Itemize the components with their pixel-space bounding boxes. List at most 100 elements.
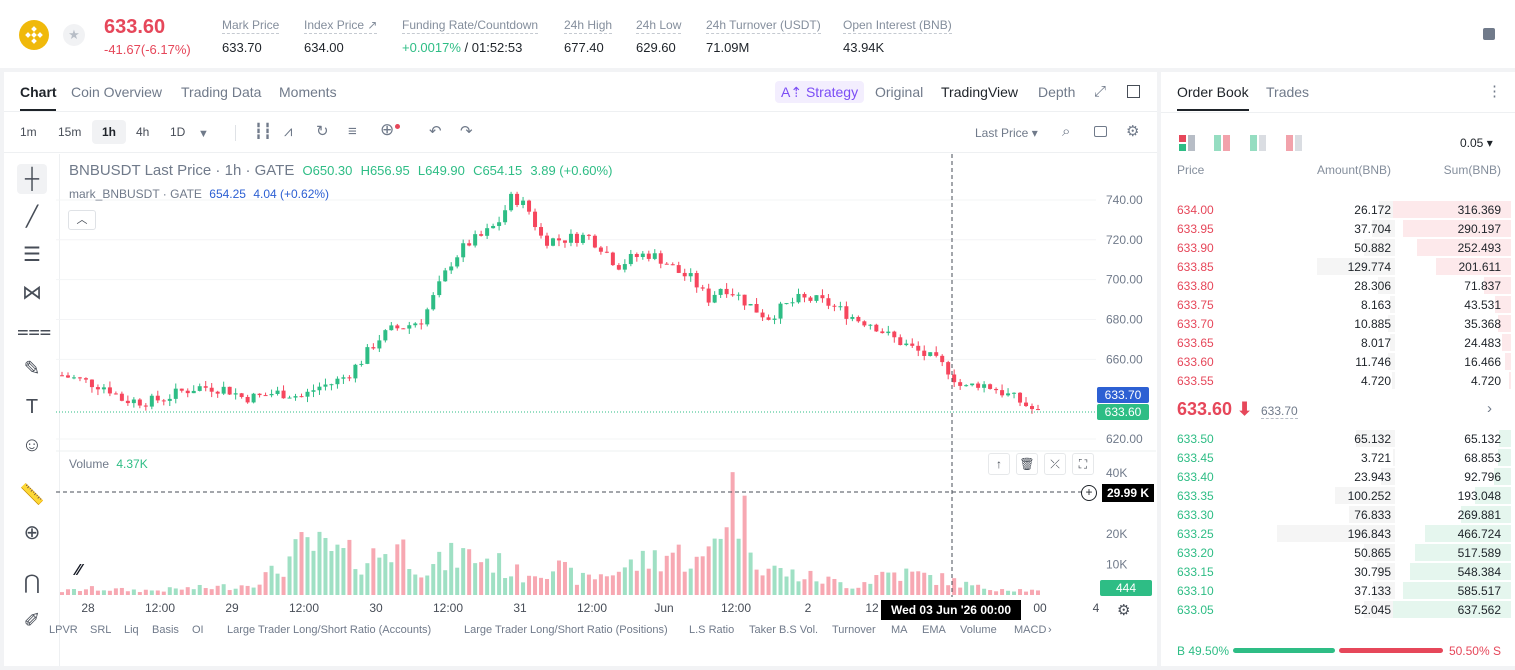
- candle-type-icon[interactable]: ┇┇: [254, 123, 273, 140]
- delete-icon[interactable]: 🗑: [1016, 453, 1038, 475]
- sum-depth-bar: [1415, 544, 1511, 561]
- indicator-oi[interactable]: OI: [192, 624, 204, 636]
- view-original[interactable]: Original: [875, 84, 924, 100]
- precision-dropdown[interactable]: 0.05 ▾: [1460, 136, 1493, 150]
- ruler-icon[interactable]: 📏: [19, 484, 45, 506]
- favorite-star-icon[interactable]: ★: [63, 24, 85, 46]
- add-alert-icon[interactable]: +: [1081, 485, 1097, 501]
- indicator-srl[interactable]: SRL: [90, 624, 112, 636]
- ask-row[interactable]: 633.85 129.774 201.611: [1161, 257, 1515, 276]
- bid-row[interactable]: 633.35 100.252 193.048: [1161, 486, 1515, 505]
- bid-row[interactable]: 633.50 65.132 65.132: [1161, 429, 1515, 448]
- axis-settings-icon[interactable]: ⚙: [1117, 602, 1131, 619]
- price-type-dropdown[interactable]: Last Price ▾: [975, 126, 1038, 140]
- layout-both-icon[interactable]: [1179, 135, 1195, 151]
- indicators-icon[interactable]: ⩘: [284, 123, 293, 140]
- layout-asks-icon[interactable]: [1286, 135, 1302, 151]
- pattern-icon[interactable]: ⋈: [22, 282, 42, 304]
- ask-row[interactable]: 633.90 50.882 252.493: [1161, 238, 1515, 257]
- emoji-icon[interactable]: ☺: [21, 434, 43, 456]
- templates-icon[interactable]: ≡: [348, 123, 357, 140]
- ask-row[interactable]: 634.00 26.172 316.369: [1161, 200, 1515, 219]
- view-tradingview[interactable]: TradingView: [941, 84, 1019, 100]
- horizontal-lines-icon[interactable]: ☰: [23, 244, 41, 266]
- maximize-pane-icon[interactable]: ⛶: [1072, 453, 1094, 475]
- fib-icon[interactable]: ⩶: [17, 320, 52, 342]
- brush-icon[interactable]: ✎: [23, 358, 41, 380]
- layout-bids-icon[interactable]: [1250, 135, 1266, 151]
- move-up-icon[interactable]: ↑: [988, 453, 1010, 475]
- indicator-ema[interactable]: EMA: [922, 624, 946, 636]
- undo-icon[interactable]: ↶: [429, 123, 442, 140]
- camera-icon[interactable]: [1094, 126, 1107, 137]
- indicator-ma[interactable]: MA: [891, 624, 908, 636]
- indicator-turnover[interactable]: Turnover: [832, 624, 876, 636]
- candle-body: [197, 386, 202, 391]
- more-options-icon[interactable]: ⋮: [1487, 83, 1502, 100]
- bid-row[interactable]: 633.10 37.133 585.517: [1161, 581, 1515, 600]
- tab-coin-overview[interactable]: Coin Overview: [71, 84, 163, 100]
- timeframe-4h[interactable]: 4h: [136, 125, 150, 139]
- ask-row[interactable]: 633.95 37.704 290.197: [1161, 219, 1515, 238]
- bid-row[interactable]: 633.45 3.721 68.853: [1161, 448, 1515, 467]
- expand-icon[interactable]: ⤢: [1094, 83, 1107, 100]
- text-tool-icon[interactable]: T: [25, 396, 39, 418]
- bid-row[interactable]: 633.20 50.865 517.589: [1161, 543, 1515, 562]
- indicator-large-trader-long-short-ratio-positions-[interactable]: Large Trader Long/Short Ratio (Positions…: [464, 624, 668, 636]
- indicator-lpvr[interactable]: LPVR: [49, 624, 78, 636]
- indicator-volume[interactable]: Volume: [960, 624, 997, 636]
- tab-chart[interactable]: Chart: [20, 84, 57, 100]
- indicator-large-trader-long-short-ratio-accounts-[interactable]: Large Trader Long/Short Ratio (Accounts): [227, 624, 432, 636]
- timeframe-1h[interactable]: 1h: [102, 125, 117, 139]
- collapse-pane-icon[interactable]: ⤫: [1044, 453, 1066, 475]
- window-icon[interactable]: [1127, 85, 1140, 98]
- zoom-in-icon[interactable]: ⊕: [23, 522, 41, 544]
- timeframe-dropdown-icon[interactable]: ▼: [198, 128, 209, 140]
- timeframe-1m[interactable]: 1m: [20, 125, 37, 139]
- stat-index-price[interactable]: Index Price ↗ 634.00: [304, 18, 378, 55]
- indicator-macd[interactable]: MACD: [1014, 624, 1047, 636]
- search-icon[interactable]: ⌕: [1062, 123, 1071, 140]
- tab-order-book[interactable]: Order Book: [1177, 84, 1249, 100]
- tab-trades[interactable]: Trades: [1266, 84, 1310, 100]
- indicator-liq[interactable]: Liq: [124, 624, 139, 636]
- indicator-scroll-right-icon[interactable]: ›: [1048, 624, 1052, 636]
- magnet-icon[interactable]: ⋂: [23, 572, 41, 594]
- price-cell: 633.20: [1177, 546, 1214, 560]
- timeframe-1d[interactable]: 1D: [170, 125, 186, 139]
- layout-split-icon[interactable]: [1214, 135, 1230, 151]
- ask-row[interactable]: 633.80 28.306 71.837: [1161, 276, 1515, 295]
- tab-trading-data[interactable]: Trading Data: [181, 84, 262, 100]
- ask-row[interactable]: 633.55 4.720 4.720: [1161, 371, 1515, 390]
- book-icon[interactable]: [1483, 28, 1495, 40]
- candle-body: [371, 347, 376, 349]
- trend-line-icon[interactable]: ╱: [25, 206, 39, 228]
- view-depth[interactable]: Depth: [1038, 84, 1076, 100]
- strategy-button[interactable]: A⇡ Strategy: [775, 81, 865, 103]
- candlestick-chart[interactable]: 740.00 720.00 700.00 680.00 660.00 620.00 40K 2…: [56, 82, 1156, 627]
- add-indicator-icon[interactable]: ⊕: [380, 120, 395, 139]
- chevron-right-icon[interactable]: ›: [1487, 400, 1492, 417]
- indicator-taker-b-s-vol-[interactable]: Taker B.S Vol.: [749, 624, 819, 636]
- ask-row[interactable]: 633.65 8.017 24.483: [1161, 333, 1515, 352]
- bid-row[interactable]: 633.40 23.943 92.796: [1161, 467, 1515, 486]
- tab-moments[interactable]: Moments: [279, 84, 337, 100]
- bid-row[interactable]: 633.15 30.795 548.384: [1161, 562, 1515, 581]
- collapse-legend-button[interactable]: ︿: [68, 210, 96, 230]
- timeframe-15m[interactable]: 15m: [58, 125, 82, 139]
- bid-row[interactable]: 633.25 196.843 466.724: [1161, 524, 1515, 543]
- indicator-basis[interactable]: Basis: [152, 624, 179, 636]
- indicator-l-s-ratio[interactable]: L.S Ratio: [689, 624, 735, 636]
- crosshair-tool-icon[interactable]: ┼: [17, 164, 47, 194]
- bid-row[interactable]: 633.30 76.833 269.881: [1161, 505, 1515, 524]
- eraser-icon[interactable]: ✐: [23, 610, 41, 632]
- bid-row[interactable]: 633.05 52.045 637.562: [1161, 600, 1515, 619]
- candle-body: [982, 384, 987, 388]
- refresh-icon[interactable]: ↻: [316, 123, 329, 140]
- volume-bar: [125, 591, 130, 595]
- ask-row[interactable]: 633.60 11.746 16.466: [1161, 352, 1515, 371]
- ask-row[interactable]: 633.75 8.163 43.531: [1161, 295, 1515, 314]
- redo-icon[interactable]: ↷: [460, 123, 473, 140]
- gear-icon[interactable]: ⚙: [1126, 123, 1140, 140]
- ask-row[interactable]: 633.70 10.885 35.368: [1161, 314, 1515, 333]
